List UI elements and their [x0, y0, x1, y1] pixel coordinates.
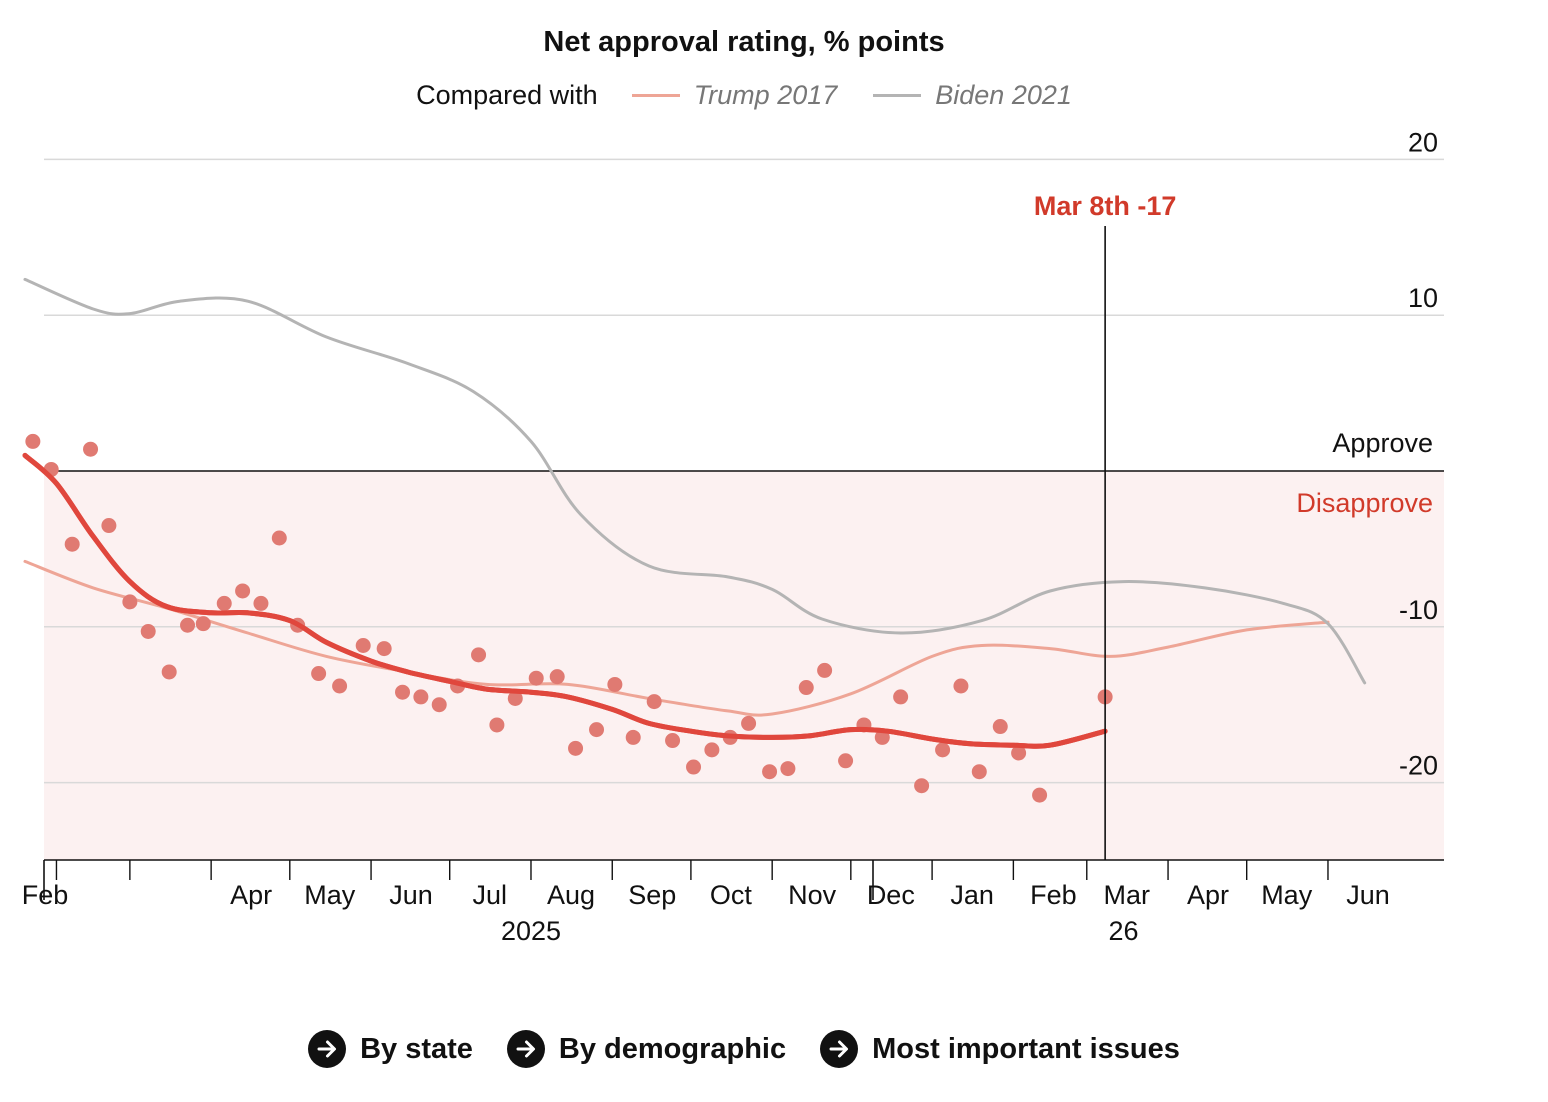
- related-links: By state By demographic Most important i…: [0, 1030, 1488, 1068]
- poll-dot: [180, 617, 196, 633]
- poll-dot: [376, 641, 392, 657]
- x-tick-label: Jan: [950, 880, 994, 910]
- chart-legend: Compared with Trump 2017 Biden 2021: [0, 80, 1488, 111]
- poll-dot: [489, 717, 505, 733]
- legend-label-biden: Biden 2021: [935, 80, 1072, 110]
- poll-dot: [741, 715, 757, 731]
- poll-dot: [704, 742, 720, 758]
- poll-dot: [992, 719, 1008, 735]
- x-tick-label: Feb: [22, 880, 69, 910]
- poll-dot: [140, 623, 156, 639]
- poll-dot: [607, 676, 623, 692]
- poll-dot: [431, 697, 447, 713]
- x-tick-label: Mar: [1104, 880, 1151, 910]
- year-label: 26: [1108, 916, 1138, 946]
- legend-swatch-trump: [631, 94, 680, 97]
- poll-dot: [874, 729, 890, 745]
- poll-dot: [665, 733, 681, 749]
- series-line-biden-2021: [23, 277, 1367, 685]
- poll-dot: [332, 678, 348, 694]
- x-tick-label: Jun: [389, 880, 433, 910]
- legend-item-trump-2017: Trump 2017: [631, 80, 838, 111]
- x-tick-label: Dec: [867, 880, 915, 910]
- poll-dot: [253, 595, 269, 611]
- poll-dot: [413, 689, 429, 705]
- poll-dot: [798, 680, 814, 696]
- poll-dot: [528, 670, 544, 686]
- poll-dot: [686, 759, 702, 775]
- poll-dot: [161, 664, 177, 680]
- poll-dot: [101, 518, 117, 534]
- link-by-demographic[interactable]: By demographic: [506, 1030, 787, 1068]
- legend-swatch-biden: [873, 94, 922, 97]
- poll-dot: [25, 433, 41, 449]
- link-most-important-issues[interactable]: Most important issues: [820, 1030, 1180, 1068]
- poll-dot: [195, 616, 211, 632]
- poll-dot: [589, 722, 605, 738]
- poll-dot: [817, 662, 833, 678]
- poll-dot: [235, 583, 251, 599]
- poll-dot: [893, 689, 909, 705]
- y-tick-label: 20: [1408, 127, 1438, 157]
- x-tick-label: Jul: [472, 880, 507, 910]
- poll-dot: [216, 595, 232, 611]
- poll-dot: [838, 753, 854, 769]
- poll-dot: [64, 536, 80, 552]
- y-tick-label: 10: [1408, 283, 1438, 313]
- x-tick-label: Oct: [710, 880, 753, 910]
- poll-dot: [355, 637, 371, 653]
- x-tick-label: Aug: [547, 880, 595, 910]
- poll-dot: [471, 647, 487, 663]
- poll-dot: [1011, 745, 1027, 761]
- poll-dot: [1032, 787, 1048, 803]
- y-tick-label: -20: [1399, 751, 1438, 781]
- poll-dot: [568, 740, 584, 756]
- x-tick-label: Jun: [1346, 880, 1390, 910]
- link-by-state[interactable]: By state: [308, 1030, 473, 1068]
- poll-dot: [395, 684, 411, 700]
- poll-dot: [953, 678, 969, 694]
- x-tick-label: Apr: [230, 880, 272, 910]
- x-tick-label: Feb: [1030, 880, 1077, 910]
- poll-dot: [971, 764, 987, 780]
- x-tick-label: May: [1261, 880, 1313, 910]
- arrow-right-icon: [308, 1030, 347, 1068]
- link-label: By demographic: [558, 1032, 787, 1065]
- year-label: 2025: [501, 916, 561, 946]
- poll-dot: [780, 761, 796, 777]
- disapprove-label: Disapprove: [1296, 488, 1433, 518]
- poll-dot: [646, 694, 662, 710]
- chart-plot[interactable]: 20 10 -10 -20 Approve Disapprove Mar 8th -17 Fe…: [0, 0, 1548, 1000]
- poll-dot: [122, 594, 138, 610]
- marker-label: Mar 8th -17: [1034, 191, 1177, 221]
- x-tick-label: Nov: [788, 880, 837, 910]
- series-line-trump-2017: [23, 559, 1330, 717]
- poll-dot: [271, 530, 287, 546]
- poll-dot: [507, 690, 523, 706]
- disapprove-band: [44, 471, 1444, 860]
- chart-title: Net approval rating, % points: [543, 26, 945, 58]
- y-tick-label: -10: [1399, 595, 1438, 625]
- poll-dot: [311, 666, 327, 682]
- link-label: By state: [360, 1032, 473, 1065]
- poll-dot: [914, 778, 930, 794]
- legend-label-trump: Trump 2017: [693, 80, 838, 110]
- approve-label: Approve: [1332, 428, 1433, 458]
- poll-dot: [762, 764, 778, 780]
- x-tick-label: Sep: [628, 880, 676, 910]
- arrow-right-icon: [820, 1030, 859, 1068]
- poll-dot: [935, 742, 951, 758]
- arrow-right-icon: [506, 1030, 545, 1068]
- x-tick-label: May: [304, 880, 356, 910]
- poll-dot: [625, 729, 641, 745]
- poll-dot: [83, 441, 99, 457]
- poll-dots: [25, 433, 1113, 803]
- series-line-trend-top: [22, 452, 1108, 749]
- legend-lead: Compared with: [416, 80, 598, 110]
- poll-dot: [549, 669, 565, 685]
- link-label: Most important issues: [872, 1032, 1180, 1065]
- x-tick-label: Apr: [1187, 880, 1229, 910]
- legend-item-biden-2021: Biden 2021: [873, 80, 1072, 111]
